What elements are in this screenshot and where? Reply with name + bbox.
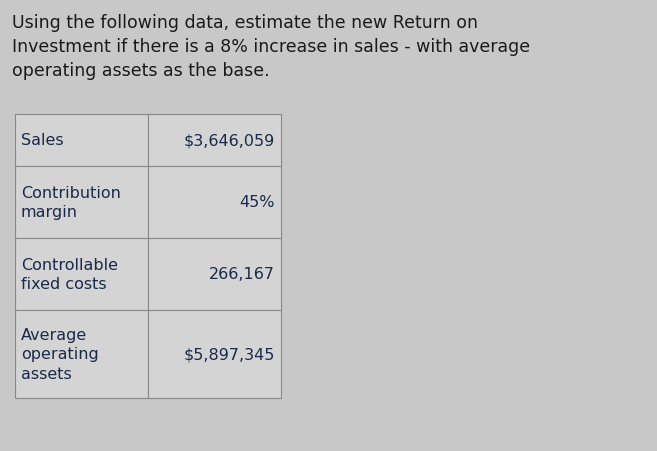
- Bar: [148, 239, 281, 310]
- Bar: [15, 115, 148, 166]
- Bar: [15, 310, 148, 398]
- Text: Investment if there is a 8% increase in sales - with average: Investment if there is a 8% increase in …: [12, 38, 530, 56]
- Text: Using the following data, estimate the new Return on: Using the following data, estimate the n…: [12, 14, 478, 32]
- Bar: [148, 115, 281, 166]
- Bar: [15, 166, 148, 239]
- Text: 45%: 45%: [240, 195, 275, 210]
- Text: Sales: Sales: [21, 133, 64, 148]
- Bar: [15, 239, 148, 310]
- Text: operating assets as the base.: operating assets as the base.: [12, 62, 269, 80]
- Text: 266,167: 266,167: [209, 267, 275, 282]
- Text: Controllable
fixed costs: Controllable fixed costs: [21, 257, 118, 292]
- Bar: [148, 310, 281, 398]
- Text: Average
operating
assets: Average operating assets: [21, 327, 99, 382]
- Text: $5,897,345: $5,897,345: [183, 347, 275, 362]
- Text: Contribution
margin: Contribution margin: [21, 185, 121, 220]
- Text: $3,646,059: $3,646,059: [184, 133, 275, 148]
- Bar: [148, 166, 281, 239]
